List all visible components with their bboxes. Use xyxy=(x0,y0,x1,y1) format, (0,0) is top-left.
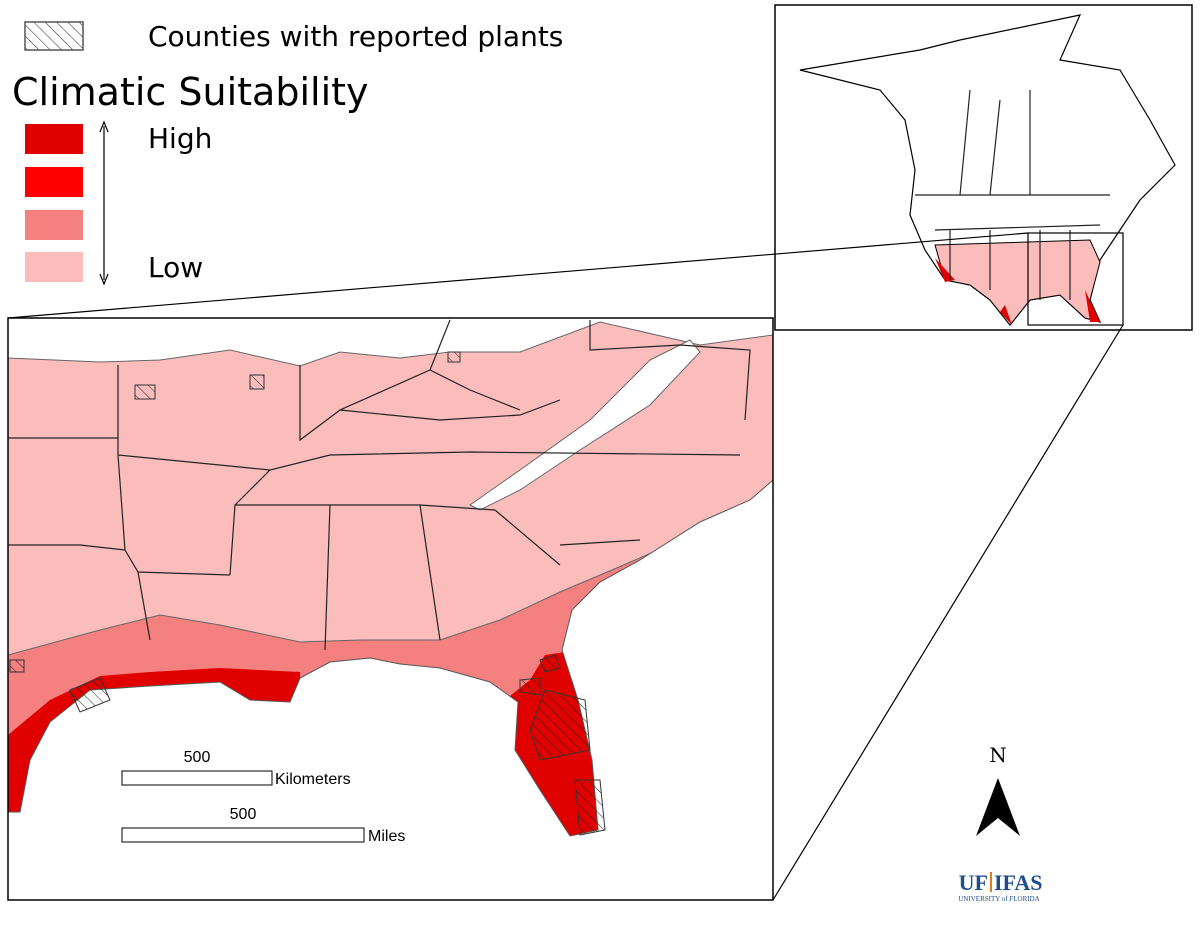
state-borders xyxy=(8,319,751,651)
legend: Counties with reported plants Climatic S… xyxy=(12,20,563,286)
reported-counties xyxy=(9,351,606,836)
swatch xyxy=(25,167,83,197)
arrow-heads xyxy=(99,120,109,286)
mi-value: 500 xyxy=(230,806,257,823)
mi-bar xyxy=(121,827,365,843)
logo-subtitle: UNIVERSITY of FLORIDA xyxy=(958,895,1039,903)
low-label: Low xyxy=(148,251,203,284)
leader-line xyxy=(772,324,1124,901)
swatch xyxy=(25,210,83,240)
unsuitable xyxy=(8,318,773,367)
extent-box xyxy=(1027,232,1124,326)
unsuitable xyxy=(469,339,701,511)
logo-uf: UF xyxy=(959,870,988,895)
logo: UF IFAS UNIVERSITY of FLORIDA xyxy=(958,870,1042,903)
north-arrow: N xyxy=(976,743,1020,836)
hatch-label: Counties with reported plants xyxy=(148,20,563,53)
main-frame xyxy=(7,317,774,901)
km-value: 500 xyxy=(184,749,211,766)
mi-unit: Miles xyxy=(368,828,405,845)
inset-map xyxy=(775,5,1192,330)
inset-borders xyxy=(915,89,1110,300)
main-map xyxy=(8,318,773,900)
km-bar xyxy=(121,770,273,786)
swatch xyxy=(25,124,83,154)
leader-line xyxy=(7,232,1029,319)
legend-title: Climatic Suitability xyxy=(12,70,369,114)
north-label: N xyxy=(989,743,1007,767)
swatch xyxy=(25,252,83,282)
suitable-area xyxy=(934,239,1101,326)
scale-bar: 500 Kilometers 500 Miles xyxy=(121,749,405,845)
hatch-swatch xyxy=(24,21,84,51)
inset-frame xyxy=(774,4,1193,331)
km-unit: Kilometers xyxy=(275,771,351,788)
ocean xyxy=(8,479,773,900)
arrow xyxy=(976,778,1020,836)
high-label: High xyxy=(148,122,212,155)
logo-ifas: IFAS xyxy=(994,870,1043,895)
